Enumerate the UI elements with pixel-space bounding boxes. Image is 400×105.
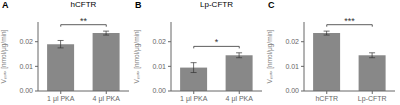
svg-text:0.01: 0.01 <box>152 63 166 70</box>
svg-text:0.01: 0.01 <box>285 63 299 70</box>
html-text:A: A <box>2 0 9 10</box>
html-text:hCFTR: hCFTR <box>70 0 97 9</box>
svg-text:0.00: 0.00 <box>152 87 166 94</box>
svg-text:**: ** <box>80 16 88 26</box>
svg-text:0.02: 0.02 <box>152 38 166 45</box>
svg-text:1 μl PKA: 1 μl PKA <box>180 95 208 103</box>
svg-text:Vₘₐₓ [nmol/μg/min]: Vₘₐₓ [nmol/μg/min] <box>8 29 9 83</box>
svg-text:0.00: 0.00 <box>285 87 299 94</box>
svg-text:4 μl PKA: 4 μl PKA <box>226 95 254 103</box>
svg-text:***: *** <box>344 16 355 26</box>
svg-text:0.01: 0.01 <box>19 63 33 70</box>
svg-text:4 μl PKA: 4 μl PKA <box>93 95 121 103</box>
svg-text:0.02: 0.02 <box>285 38 299 45</box>
svg-text:*: * <box>215 37 219 47</box>
html-text:B: B <box>135 0 142 10</box>
html-text:C: C <box>268 0 275 10</box>
svg-text:Vₘₐₓ [nmol/μg/min]: Vₘₐₓ [nmol/μg/min] <box>266 29 274 83</box>
svg-text:Vₘₐₓ [nmol/μg/min]: Vₘₐₓ [nmol/μg/min] <box>133 29 141 83</box>
svg-text:0.02: 0.02 <box>19 38 33 45</box>
svg-text:1 μl PKA: 1 μl PKA <box>47 95 75 103</box>
svg-text:Lp-CFTR: Lp-CFTR <box>358 95 387 103</box>
svg-text:hCFTR: hCFTR <box>315 95 338 102</box>
svg-text:0.00: 0.00 <box>19 87 33 94</box>
html-text:Lp-CFTR: Lp-CFTR <box>200 0 233 9</box>
